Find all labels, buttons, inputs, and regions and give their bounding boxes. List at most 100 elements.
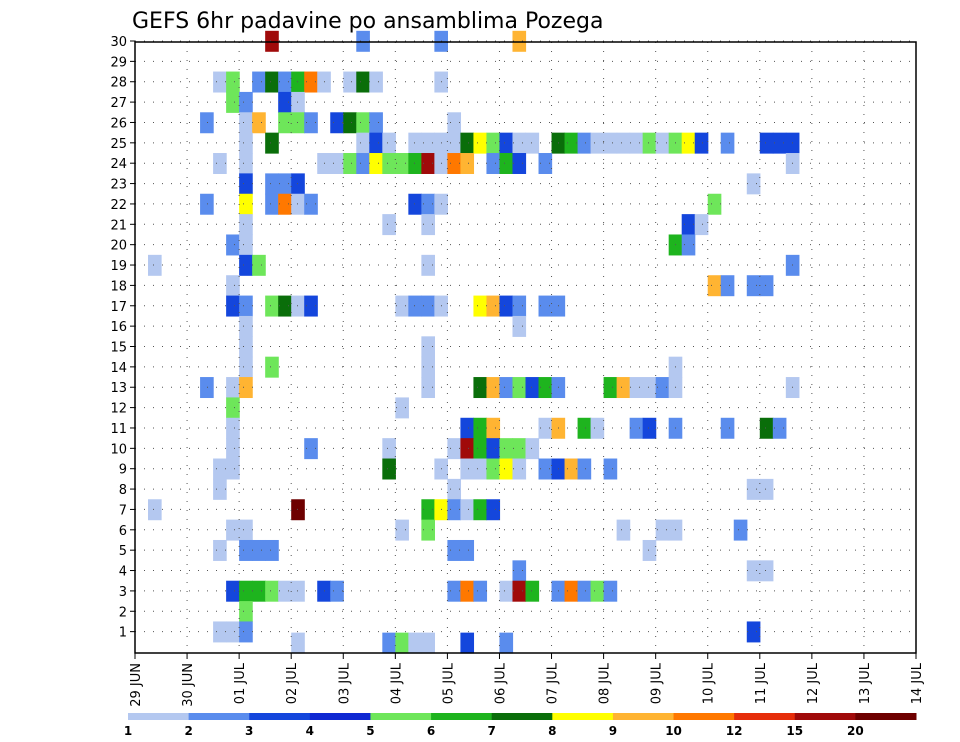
- precip-cell: [213, 539, 227, 561]
- precip-cell: [564, 132, 579, 154]
- precipitation-cells: [148, 30, 800, 654]
- legend-swatch: [855, 713, 917, 720]
- precip-cell: [291, 91, 305, 113]
- precip-cell: [460, 632, 475, 654]
- x-tick-label: 14 JUL: [910, 662, 925, 704]
- precip-cell: [330, 112, 344, 134]
- y-tick-label: 10: [110, 442, 127, 457]
- precip-cell: [499, 132, 514, 154]
- precip-cell: [239, 254, 253, 276]
- precip-cell: [499, 295, 514, 317]
- precip-cell: [226, 458, 240, 480]
- precip-cell: [538, 377, 553, 399]
- precip-cell: [707, 193, 722, 215]
- precip-cell: [447, 112, 462, 134]
- precip-cell: [226, 621, 240, 643]
- precip-cell: [473, 499, 488, 521]
- precip-cell: [265, 295, 279, 317]
- color-legend: 1 2 3 4 5 6 7 8 9 10 12 15 20: [124, 713, 917, 738]
- precip-cell: [720, 417, 735, 439]
- precip-cell: [746, 478, 761, 500]
- y-tick-label: 28: [110, 76, 127, 91]
- precip-cell: [421, 193, 435, 215]
- precip-cell: [356, 132, 370, 154]
- precip-cell: [512, 132, 527, 154]
- y-tick-label: 11: [110, 422, 127, 437]
- precip-cell: [642, 132, 657, 154]
- precip-cell: [421, 336, 435, 358]
- y-tick-label: 16: [110, 320, 127, 335]
- precip-cell: [603, 458, 618, 480]
- y-tick-label: 18: [110, 279, 127, 294]
- y-tick-label: 7: [119, 503, 127, 518]
- y-tick-label: 26: [110, 116, 127, 131]
- precip-cell: [395, 397, 409, 419]
- y-tick-label: 13: [110, 381, 127, 396]
- precip-cell: [226, 519, 240, 541]
- precip-cell: [148, 254, 162, 276]
- precip-cell: [460, 458, 475, 480]
- precip-cell: [603, 580, 618, 602]
- precip-cell: [395, 153, 409, 174]
- precip-cell: [642, 377, 657, 399]
- precip-cell: [291, 499, 305, 521]
- precip-cell: [525, 377, 540, 399]
- legend-swatch: [491, 713, 553, 720]
- precip-cell: [239, 193, 253, 215]
- precip-cell: [304, 295, 318, 317]
- precip-cell: [538, 295, 553, 317]
- precip-cell: [590, 580, 605, 602]
- precip-cell: [616, 132, 631, 154]
- plot-frame: [134, 41, 917, 654]
- precip-cell: [499, 438, 514, 460]
- precip-cell: [473, 132, 488, 154]
- precip-cell: [590, 417, 605, 439]
- precip-cell: [421, 632, 435, 654]
- precip-cell: [421, 377, 435, 399]
- precip-cell: [473, 295, 488, 317]
- precip-cell: [759, 560, 774, 582]
- legend-label: 9: [609, 724, 617, 738]
- precip-cell: [421, 519, 435, 541]
- precip-cell: [408, 632, 422, 654]
- precip-cell: [252, 254, 266, 276]
- precip-cell: [577, 417, 592, 439]
- precip-cell: [421, 132, 435, 154]
- precip-cell: [226, 438, 240, 460]
- x-tick-label: 04 JUL: [389, 662, 404, 704]
- precip-cell: [265, 173, 279, 195]
- precip-cell: [421, 295, 435, 317]
- legend-swatch: [734, 713, 796, 720]
- precip-cell: [343, 71, 357, 93]
- precip-cell: [512, 377, 527, 399]
- precip-cell: [447, 478, 462, 500]
- precip-cell: [538, 458, 553, 480]
- precip-cell: [447, 132, 462, 154]
- legend-label: 10: [665, 724, 682, 738]
- y-tick-label: 1: [119, 626, 127, 641]
- legend-label: 6: [427, 724, 435, 738]
- y-tick-label: 17: [110, 300, 127, 315]
- precip-cell: [577, 132, 592, 154]
- y-tick-label: 24: [110, 157, 127, 172]
- x-tick-label: 01 JUL: [233, 662, 248, 704]
- precip-cell: [213, 458, 227, 480]
- precip-cell: [239, 214, 253, 236]
- precip-cell: [759, 132, 774, 154]
- precip-cell: [213, 153, 227, 174]
- precip-cell: [408, 153, 422, 174]
- y-axis: 1234567891011121314151617181920212223242…: [110, 35, 135, 641]
- y-tick-label: 20: [110, 239, 127, 254]
- precip-cell: [291, 71, 305, 93]
- precip-cell: [512, 580, 527, 602]
- precip-cell: [239, 621, 253, 643]
- precip-cell: [369, 153, 383, 174]
- precip-cell: [512, 438, 527, 460]
- precip-cell: [239, 539, 253, 561]
- legend-label: 3: [245, 724, 253, 738]
- precip-cell: [239, 519, 253, 541]
- precip-cell: [369, 112, 383, 134]
- x-tick-label: 09 JUL: [650, 662, 665, 704]
- precip-cell: [239, 377, 253, 399]
- precip-cell: [525, 438, 540, 460]
